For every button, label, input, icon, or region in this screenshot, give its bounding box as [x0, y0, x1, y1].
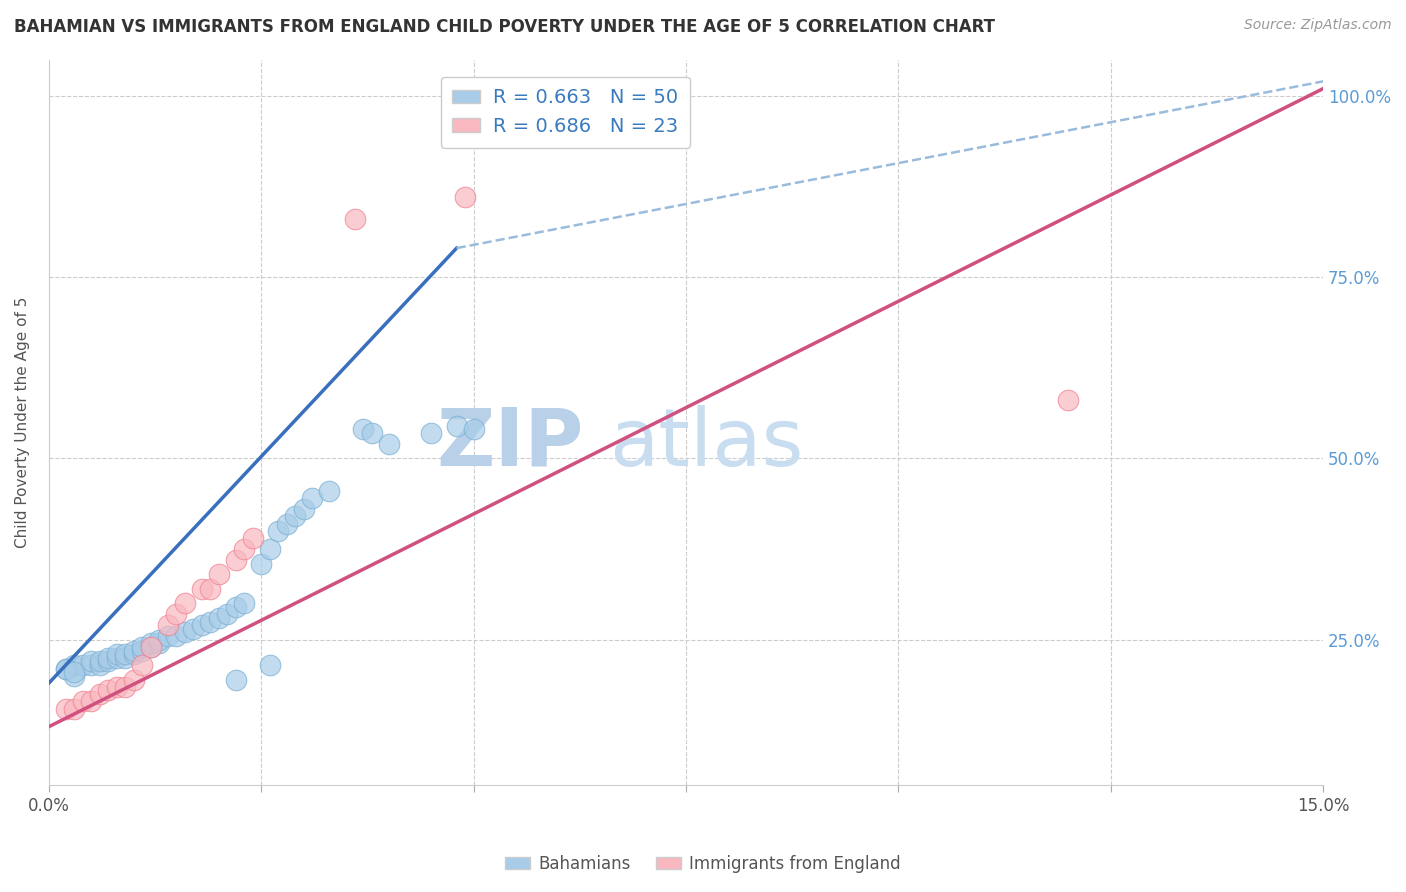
Point [97, 683, 120, 698]
Point [97, 655, 120, 669]
Point [225, 673, 247, 687]
Point [233, 597, 256, 611]
Point [89, 655, 111, 669]
Point [131, 640, 153, 654]
Point [80, 658, 103, 673]
Point [343, 212, 366, 227]
Y-axis label: Child Poverty Under the Age of 5: Child Poverty Under the Age of 5 [15, 296, 30, 548]
Point [198, 582, 221, 596]
Legend: R = 0.663   N = 50, R = 0.686   N = 23: R = 0.663 N = 50, R = 0.686 N = 23 [441, 77, 690, 148]
Point [181, 622, 204, 636]
Point [242, 531, 264, 545]
Point [122, 643, 145, 657]
Point [97, 651, 120, 665]
Point [250, 557, 273, 571]
Point [55, 701, 77, 715]
Point [208, 567, 231, 582]
Point [190, 582, 212, 596]
Text: Source: ZipAtlas.com: Source: ZipAtlas.com [1244, 18, 1392, 32]
Point [148, 636, 170, 650]
Point [259, 542, 281, 557]
Point [454, 190, 477, 204]
Point [360, 425, 382, 440]
Point [233, 542, 256, 557]
Point [105, 651, 128, 665]
Text: atlas: atlas [609, 405, 804, 483]
Point [131, 643, 153, 657]
Text: ZIP: ZIP [437, 405, 583, 483]
Point [225, 553, 247, 567]
Point [72, 658, 94, 673]
Point [148, 632, 170, 647]
Point [114, 651, 136, 665]
Point [63, 658, 86, 673]
Point [198, 615, 221, 629]
Point [225, 600, 247, 615]
Point [352, 422, 374, 436]
Point [114, 680, 136, 694]
Point [122, 673, 145, 687]
Point [284, 509, 307, 524]
Point [55, 662, 77, 676]
Point [139, 636, 162, 650]
Point [463, 422, 485, 436]
Point [80, 655, 103, 669]
Point [208, 611, 231, 625]
Point [259, 658, 281, 673]
Point [105, 680, 128, 694]
Point [165, 607, 187, 622]
Point [292, 502, 315, 516]
Point [80, 694, 103, 708]
Point [377, 437, 399, 451]
Point [63, 669, 86, 683]
Point [72, 694, 94, 708]
Point [173, 625, 195, 640]
Point [131, 658, 153, 673]
Point [190, 618, 212, 632]
Point [318, 484, 340, 499]
Point [63, 665, 86, 680]
Point [114, 647, 136, 661]
Text: BAHAMIAN VS IMMIGRANTS FROM ENGLAND CHILD POVERTY UNDER THE AGE OF 5 CORRELATION: BAHAMIAN VS IMMIGRANTS FROM ENGLAND CHIL… [14, 18, 995, 36]
Point [301, 491, 323, 506]
Point [139, 640, 162, 654]
Point [156, 618, 179, 632]
Legend: Bahamians, Immigrants from England: Bahamians, Immigrants from England [499, 848, 907, 880]
Point [139, 640, 162, 654]
Point [63, 701, 86, 715]
Point [122, 647, 145, 661]
Point [276, 516, 298, 531]
Point [1057, 393, 1080, 408]
Point [105, 647, 128, 661]
Point [89, 658, 111, 673]
Point [446, 418, 468, 433]
Point [420, 425, 443, 440]
Point [267, 524, 290, 538]
Point [173, 597, 195, 611]
Point [217, 607, 239, 622]
Point [55, 662, 77, 676]
Point [156, 629, 179, 643]
Point [89, 687, 111, 701]
Point [165, 629, 187, 643]
